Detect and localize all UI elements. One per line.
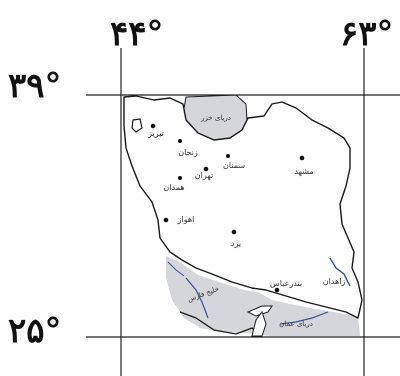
city-label-semnan: سمنان bbox=[223, 161, 245, 170]
city-dot-bandar-abbas bbox=[274, 287, 280, 293]
river-west bbox=[185, 277, 209, 319]
city-dot-semnan bbox=[226, 154, 230, 158]
persian-gulf bbox=[166, 256, 360, 336]
city-label-mashhad: مشهد bbox=[294, 167, 313, 176]
longitude-label-63: ۶۳° bbox=[340, 14, 394, 54]
oman-sea-label: دریای عمان bbox=[279, 320, 313, 328]
caspian-label: دریای خزر bbox=[200, 114, 231, 122]
city-dot-zanjan bbox=[178, 139, 182, 143]
city-dot-ahvaz bbox=[163, 217, 169, 223]
city-label-bandar-abbas: بندرعباس bbox=[270, 279, 302, 288]
city-label-tabriz: تبریز bbox=[147, 129, 164, 138]
latitude-label-39: ۳۹° bbox=[8, 66, 62, 106]
city-label-zanjan: زنجان bbox=[178, 148, 198, 157]
city-dot-tabriz bbox=[150, 123, 156, 129]
longitude-label-44: ۴۴° bbox=[110, 14, 164, 54]
city-label-yazd: یزد bbox=[231, 239, 241, 248]
river-south bbox=[279, 311, 329, 325]
city-label-zahedan: زاهدان bbox=[323, 277, 346, 286]
qeshm-island bbox=[246, 305, 273, 317]
city-dot-yazd bbox=[231, 229, 237, 235]
latitude-label-25: ۲۵° bbox=[8, 311, 62, 351]
city-dot-tehran bbox=[203, 166, 209, 172]
iran-border bbox=[123, 95, 363, 319]
city-dot-mashhad bbox=[299, 155, 305, 161]
lake-urmia bbox=[131, 118, 143, 133]
musandam-peninsula bbox=[251, 310, 267, 337]
city-label-ahvaz: اهواز bbox=[177, 215, 195, 224]
river-sw bbox=[167, 261, 185, 277]
river-east bbox=[329, 257, 351, 287]
city-markers bbox=[150, 123, 305, 293]
city-dot-hamedan bbox=[178, 176, 182, 180]
city-label-hamedan: همدان bbox=[163, 183, 184, 192]
city-label-tehran: تهران bbox=[195, 171, 213, 180]
